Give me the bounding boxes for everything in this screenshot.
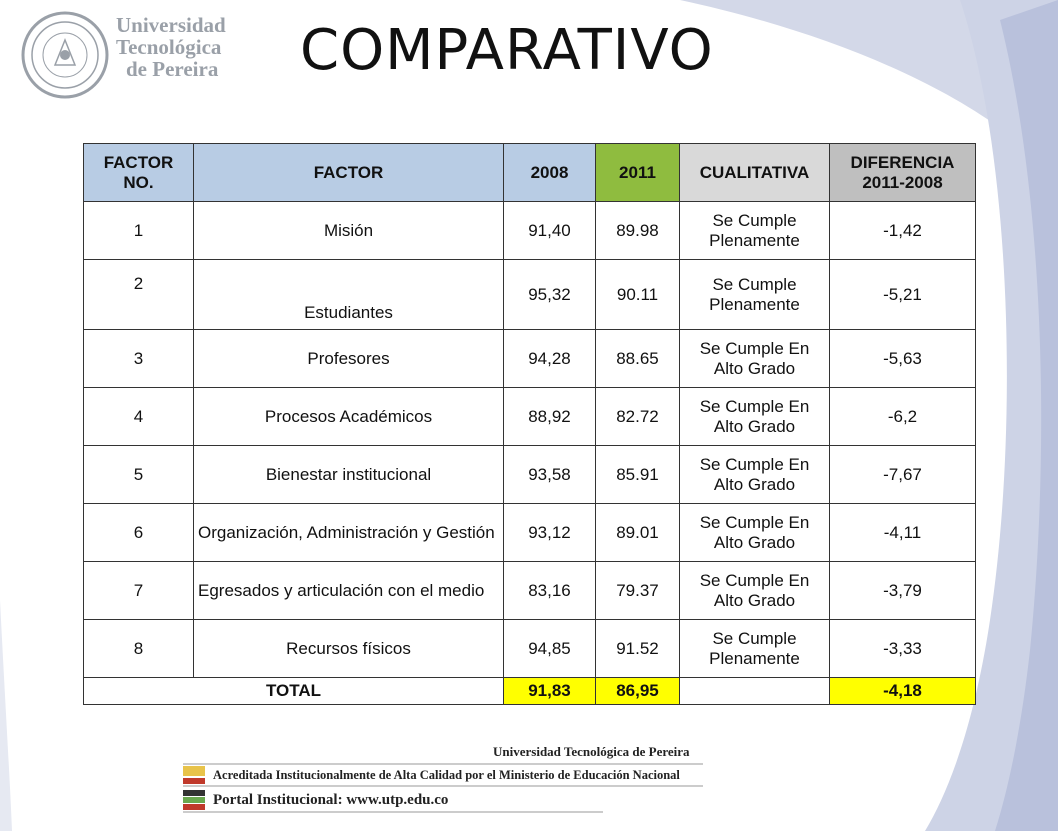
- cell-diferencia: -1,42: [829, 201, 976, 260]
- cell-2008: 83,16: [503, 561, 596, 620]
- cell-factor: Procesos Académicos: [193, 387, 504, 446]
- table-row: 2 Estudiantes 95,32 90.11 Se Cumple Plen…: [83, 259, 976, 330]
- cell-cualitativa: Se Cumple Plenamente: [679, 201, 830, 260]
- cell-no: 7: [83, 561, 194, 620]
- header-2011: 2011: [595, 143, 680, 202]
- table-row: 1 Misión 91,40 89.98 Se Cumple Plenament…: [83, 201, 976, 260]
- cell-factor: Organización, Administración y Gestión: [193, 503, 504, 562]
- cell-diferencia: -6,2: [829, 387, 976, 446]
- cell-cualitativa: Se Cumple En Alto Grado: [679, 561, 830, 620]
- logo-line-2: Tecnológica: [116, 35, 222, 59]
- table-row: 5 Bienestar institucional 93,58 85.91 Se…: [83, 445, 976, 504]
- table-row: 4 Procesos Académicos 88,92 82.72 Se Cum…: [83, 387, 976, 446]
- table-row: 3 Profesores 94,28 88.65 Se Cumple En Al…: [83, 329, 976, 388]
- table-row: 7 Egresados y articulación con el medio …: [83, 561, 976, 620]
- cell-diferencia: -5,63: [829, 329, 976, 388]
- total-label: TOTAL: [83, 677, 504, 705]
- header-2008: 2008: [503, 143, 596, 202]
- header-diferencia: DIFERENCIA 2011-2008: [829, 143, 976, 202]
- table-row: 8 Recursos físicos 94,85 91.52 Se Cumple…: [83, 619, 976, 678]
- cell-diferencia: -3,33: [829, 619, 976, 678]
- total-2011: 86,95: [595, 677, 680, 705]
- cell-diferencia: -4,11: [829, 503, 976, 562]
- cell-2008: 94,28: [503, 329, 596, 388]
- logo-text: Universidad Tecnológica de Pereira: [116, 14, 226, 80]
- footer-accreditation: Acreditada Institucionalmente de Alta Ca…: [213, 768, 680, 782]
- cell-2011: 79.37: [595, 561, 680, 620]
- logo-line-3: de Pereira: [126, 57, 219, 81]
- cell-factor: Profesores: [193, 329, 504, 388]
- cell-diferencia: -3,79: [829, 561, 976, 620]
- total-row: TOTAL 91,83 86,95 -4,18: [83, 677, 976, 705]
- cell-2011: 88.65: [595, 329, 680, 388]
- table-row: 6 Organización, Administración y Gestión…: [83, 503, 976, 562]
- cell-no: 6: [83, 503, 194, 562]
- footer-portal-link[interactable]: Portal Institucional: www.utp.edu.co: [213, 792, 449, 808]
- cell-no: 2: [83, 259, 194, 330]
- footer: Universidad Tecnológica de Pereira Acred…: [183, 744, 703, 816]
- comparison-table: FACTOR NO. FACTOR 2008 2011 CUALITATIVA …: [83, 143, 976, 705]
- page-title: COMPARATIVO: [300, 18, 714, 83]
- cell-no: 8: [83, 619, 194, 678]
- cell-2011: 89.01: [595, 503, 680, 562]
- cell-cualitativa: Se Cumple En Alto Grado: [679, 503, 830, 562]
- cell-2011: 89.98: [595, 201, 680, 260]
- header-factor: FACTOR: [193, 143, 504, 202]
- cell-factor: Egresados y articulación con el medio: [193, 561, 504, 620]
- cell-cualitativa: Se Cumple En Alto Grado: [679, 445, 830, 504]
- total-cualitativa-empty: [679, 677, 830, 705]
- cell-factor: Bienestar institucional: [193, 445, 504, 504]
- cell-2008: 93,58: [503, 445, 596, 504]
- cell-cualitativa: Se Cumple Plenamente: [679, 619, 830, 678]
- header-cualitativa: CUALITATIVA: [679, 143, 830, 202]
- cell-diferencia: -7,67: [829, 445, 976, 504]
- footer-title: Universidad Tecnológica de Pereira: [493, 744, 690, 759]
- cell-2008: 95,32: [503, 259, 596, 330]
- university-logo: Universidad Tecnológica de Pereira: [20, 10, 230, 102]
- cell-no: 5: [83, 445, 194, 504]
- cell-2008: 94,85: [503, 619, 596, 678]
- cell-2008: 88,92: [503, 387, 596, 446]
- total-diferencia: -4,18: [829, 677, 976, 705]
- cell-2008: 93,12: [503, 503, 596, 562]
- cell-no: 4: [83, 387, 194, 446]
- cell-diferencia: -5,21: [829, 259, 976, 330]
- cell-2011: 90.11: [595, 259, 680, 330]
- logo-line-1: Universidad: [116, 13, 226, 37]
- university-seal-icon: [21, 11, 109, 99]
- cell-no: 1: [83, 201, 194, 260]
- cell-cualitativa: Se Cumple En Alto Grado: [679, 387, 830, 446]
- header-factor-no: FACTOR NO.: [83, 143, 194, 202]
- total-2008: 91,83: [503, 677, 596, 705]
- cell-cualitativa: Se Cumple En Alto Grado: [679, 329, 830, 388]
- cell-cualitativa: Se Cumple Plenamente: [679, 259, 830, 330]
- cell-2011: 91.52: [595, 619, 680, 678]
- cell-factor: Recursos físicos: [193, 619, 504, 678]
- footer-rule-lines: [183, 763, 703, 813]
- cell-no: 3: [83, 329, 194, 388]
- cell-2011: 85.91: [595, 445, 680, 504]
- cell-factor: Estudiantes: [193, 259, 504, 330]
- cell-2011: 82.72: [595, 387, 680, 446]
- cell-2008: 91,40: [503, 201, 596, 260]
- cell-factor: Misión: [193, 201, 504, 260]
